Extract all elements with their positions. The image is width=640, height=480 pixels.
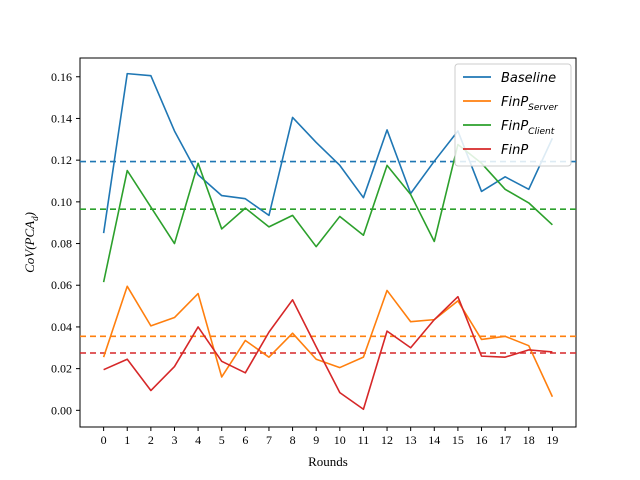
legend-entry: Baseline	[501, 71, 556, 86]
x-tick-label: 12	[381, 433, 393, 447]
legend-entry: FinPClient	[501, 119, 555, 137]
y-axis: 0.00 0.02 0.04 0.06 0.08 0.10 0.12 0.14 0.16	[51, 70, 80, 417]
x-tick-label: 13	[405, 433, 417, 447]
x-tick-label: 3	[171, 433, 177, 447]
y-axis-label: CoV(PCAd)	[22, 212, 40, 273]
x-tick-label: 9	[313, 433, 319, 447]
y-tick-label: 0.10	[51, 195, 72, 209]
x-tick-label: 8	[290, 433, 296, 447]
x-tick-label: 7	[266, 433, 272, 447]
x-tick-label: 14	[428, 433, 440, 447]
x-tick-label: 11	[358, 433, 370, 447]
x-tick-label: 17	[499, 433, 511, 447]
y-tick-label: 0.14	[51, 111, 72, 125]
y-tick-label: 0.12	[51, 153, 72, 167]
legend-entry: FinP	[501, 143, 528, 158]
x-tick-label: 16	[476, 433, 488, 447]
y-tick-label: 0.08	[51, 237, 72, 251]
series-line-3	[103, 295, 553, 411]
x-tick-label: 10	[334, 433, 346, 447]
y-tick-label: 0.00	[51, 403, 72, 417]
legend-entry: FinPServer	[501, 95, 559, 113]
x-tick-label: 18	[523, 433, 535, 447]
series-line-0	[102, 72, 554, 234]
y-tick-label: 0.02	[51, 362, 72, 376]
legend-box	[454, 63, 572, 167]
x-tick-label: 1	[124, 433, 130, 447]
x-tick-label: 6	[242, 433, 248, 447]
series-line-1	[102, 285, 554, 398]
y-tick-label: 0.04	[51, 320, 72, 334]
x-axis: 0 1 2 3 4 5 6 7 8 9 10 11 12 13 14 15 16 17 18 19	[101, 427, 558, 447]
plot-area	[79, 57, 577, 428]
x-tick-label: 5	[219, 433, 225, 447]
x-tick-label: 19	[546, 433, 558, 447]
x-tick-label: 2	[148, 433, 154, 447]
y-tick-label: 0.16	[51, 70, 72, 84]
x-tick-label: 15	[452, 433, 464, 447]
x-axis-label: Rounds	[308, 454, 348, 469]
x-tick-label: 4	[195, 433, 201, 447]
legend: Baseline FinPServer FinPClient FinP	[454, 63, 572, 167]
series-lines	[102, 72, 554, 411]
y-tick-label: 0.06	[51, 278, 72, 292]
x-tick-label: 0	[101, 433, 107, 447]
